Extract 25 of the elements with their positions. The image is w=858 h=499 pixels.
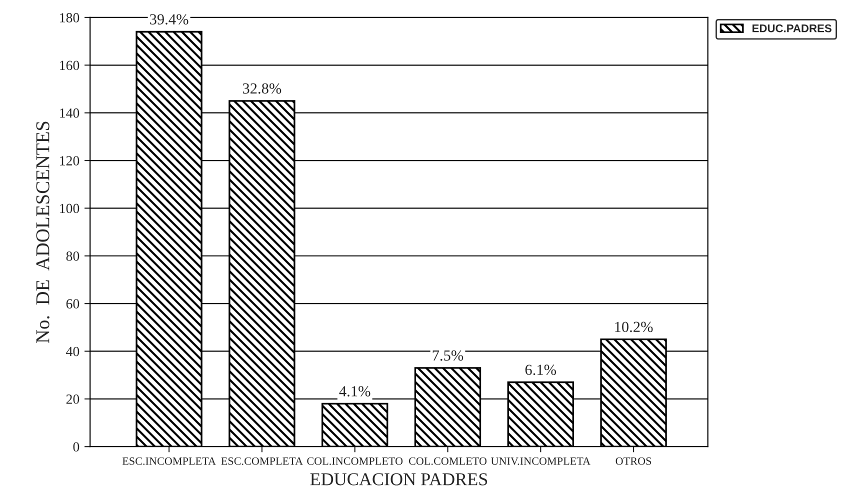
annotation: 32.8% (242, 83, 282, 94)
x-axis-title: EDUCACION PADRES (310, 473, 488, 486)
y-tick-label: 160 (60, 60, 80, 70)
annotation: 10.2% (615, 322, 653, 332)
annotation: 39.4% (150, 14, 188, 25)
annotation: 4.1% (339, 386, 370, 396)
y-tick-label: 140 (60, 108, 80, 118)
x-tick-label: COL.COMLETO (408, 457, 487, 465)
x-tick-label: COL.INCOMPLETO (307, 457, 403, 465)
annotation: 6.1% (525, 364, 556, 376)
y-tick-label: 20 (66, 394, 80, 404)
y-tick-label: 100 (60, 204, 80, 214)
legend-label: EDUC.PADRES (752, 24, 832, 32)
x-tick-label: OTROS (616, 457, 652, 465)
y-tick-label: 180 (60, 13, 80, 22)
y-tick-label: 60 (66, 299, 80, 309)
y-tick-label: 120 (60, 156, 80, 166)
annotation: 7.5% (432, 350, 464, 361)
x-tick-label: ESC.COMPLETA (221, 457, 303, 465)
y-axis-title: No. DE ADOLESCENTES (36, 122, 50, 344)
y-tick-label: 0 (73, 442, 80, 452)
y-tick-label: 80 (66, 251, 80, 261)
y-tick-label: 40 (66, 346, 80, 356)
x-tick-label: UNIV.INCOMPLETA (490, 457, 590, 465)
x-tick-label: ESC.INCOMPLETA (122, 457, 216, 465)
